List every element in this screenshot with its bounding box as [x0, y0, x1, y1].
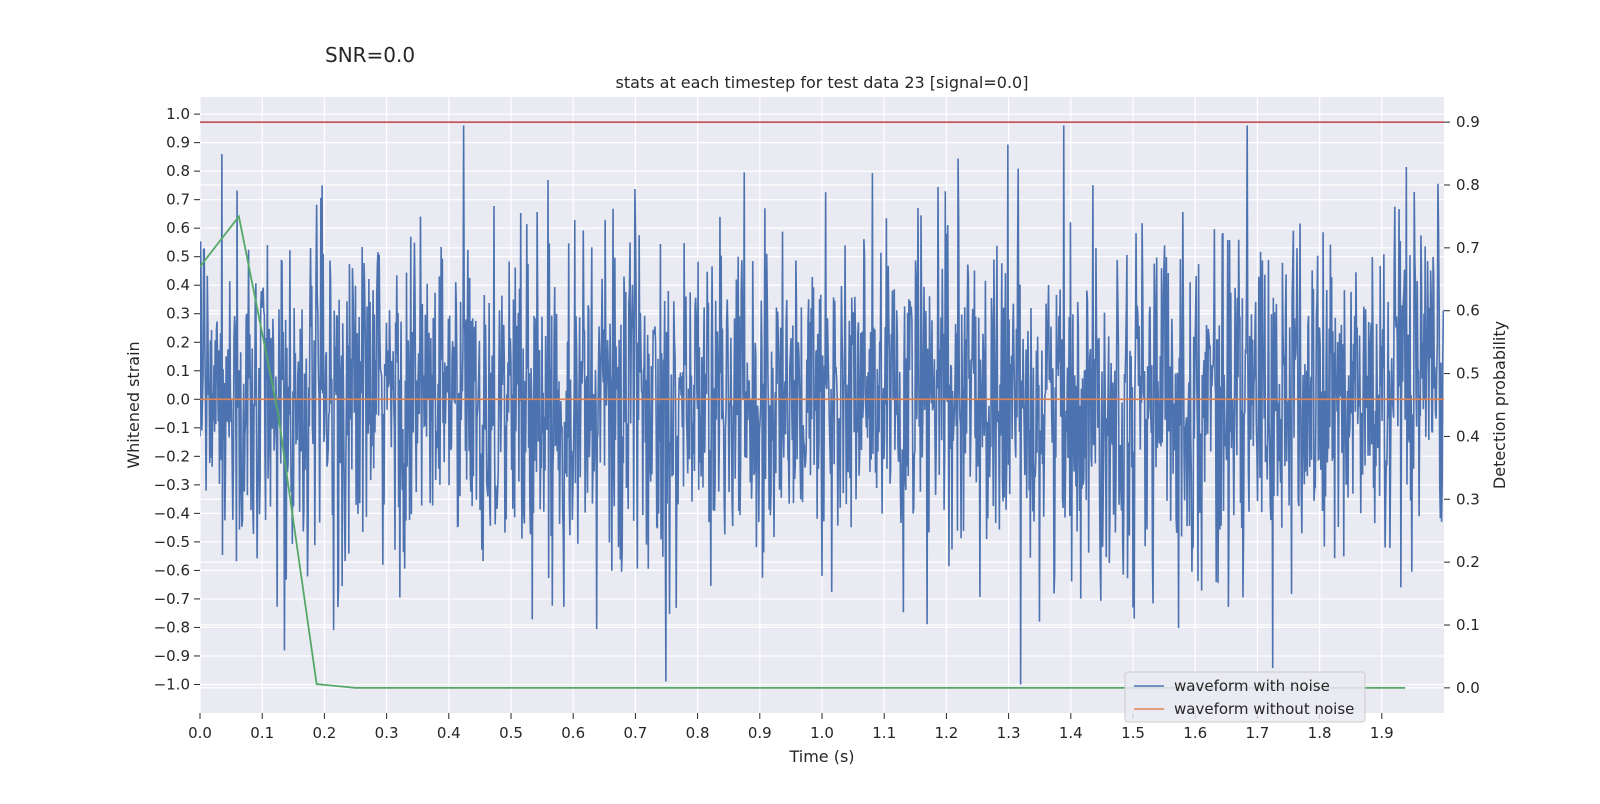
- y2-axis-ticks: 0.9 0.8 0.7 0.6 0.5 0.4 0.3 0.2 0.1 0.0: [1444, 113, 1480, 697]
- y2-tick-label: 0.0: [1456, 679, 1480, 697]
- x-tick-label: 1.5: [1121, 724, 1145, 742]
- y2-tick-label: 0.5: [1456, 365, 1480, 383]
- legend-label-waveform-with-noise: waveform with noise: [1174, 677, 1330, 695]
- y2-tick-label: 0.4: [1456, 427, 1480, 445]
- y2-tick-label: 0.2: [1456, 553, 1480, 571]
- y-tick-label: 0.6: [166, 219, 190, 237]
- x-tick-label: 0.6: [561, 724, 585, 742]
- y-axis-label: Whitened strain: [124, 341, 143, 468]
- x-tick-label: 0.7: [623, 724, 647, 742]
- y2-tick-label: 0.9: [1456, 113, 1480, 131]
- y-tick-label: 0.0: [166, 390, 190, 408]
- y-tick-label: −0.7: [154, 590, 190, 608]
- y2-tick-label: 0.1: [1456, 616, 1480, 634]
- y-tick-label: 0.7: [166, 191, 190, 209]
- x-tick-label: 1.9: [1370, 724, 1394, 742]
- y2-tick-label: 0.6: [1456, 302, 1480, 320]
- y-tick-label: −0.2: [154, 447, 190, 465]
- x-tick-label: 0.2: [312, 724, 336, 742]
- chart-title: stats at each timestep for test data 23 …: [616, 73, 1029, 92]
- x-tick-label: 0.3: [375, 724, 399, 742]
- y-tick-label: 0.4: [166, 276, 190, 294]
- x-tick-label: 1.7: [1245, 724, 1269, 742]
- x-tick-label: 0.5: [499, 724, 523, 742]
- y-tick-label: −0.4: [154, 504, 190, 522]
- y2-tick-label: 0.8: [1456, 176, 1480, 194]
- suptitle: SNR=0.0: [325, 43, 415, 67]
- series-waveform-with-noise: [200, 125, 1444, 685]
- x-tick-label: 1.2: [934, 724, 958, 742]
- y-tick-label: −1.0: [154, 675, 190, 693]
- x-axis-ticks: 0.0 0.1 0.2 0.3 0.4 0.5 0.6 0.7 0.8 0.9 1.0 1.1 1.2 1…: [188, 713, 1394, 742]
- y-tick-label: 1.0: [166, 105, 190, 123]
- y-tick-label: 0.5: [166, 248, 190, 266]
- x-tick-label: 1.1: [872, 724, 896, 742]
- y-tick-label: −0.8: [154, 618, 190, 636]
- y-tick-label: −0.6: [154, 561, 190, 579]
- y-tick-label: 0.8: [166, 162, 190, 180]
- x-tick-label: 0.0: [188, 724, 212, 742]
- y-tick-label: −0.5: [154, 533, 190, 551]
- legend-box: [1124, 671, 1366, 723]
- x-tick-label: 1.8: [1308, 724, 1332, 742]
- x-tick-label: 1.6: [1183, 724, 1207, 742]
- x-tick-label: 0.8: [686, 724, 710, 742]
- y-tick-label: −0.1: [154, 419, 190, 437]
- y2-axis-label: Detection probability: [1490, 321, 1509, 489]
- y-tick-label: 0.3: [166, 305, 190, 323]
- x-tick-label: 0.4: [437, 724, 461, 742]
- y-tick-label: 0.9: [166, 134, 190, 152]
- y-tick-label: −0.9: [154, 647, 190, 665]
- legend: waveform with noise waveform without noi…: [1124, 671, 1366, 723]
- y-tick-label: 0.1: [166, 362, 190, 380]
- x-tick-label: 1.4: [1059, 724, 1083, 742]
- x-tick-label: 0.1: [250, 724, 274, 742]
- x-tick-label: 1.0: [810, 724, 834, 742]
- y-tick-label: 0.2: [166, 333, 190, 351]
- x-tick-label: 1.3: [997, 724, 1021, 742]
- y2-tick-label: 0.7: [1456, 239, 1480, 257]
- x-tick-label: 0.9: [748, 724, 772, 742]
- y-axis-ticks: 1.0 0.9 0.8 0.7 0.6 0.5 0.4 0.3 0.2 0.1 0.0 −0.1 −0.…: [154, 105, 200, 693]
- legend-label-waveform-without-noise: waveform without noise: [1174, 700, 1354, 718]
- y-tick-label: −0.3: [154, 476, 190, 494]
- y2-tick-label: 0.3: [1456, 490, 1480, 508]
- x-axis-label: Time (s): [788, 747, 854, 766]
